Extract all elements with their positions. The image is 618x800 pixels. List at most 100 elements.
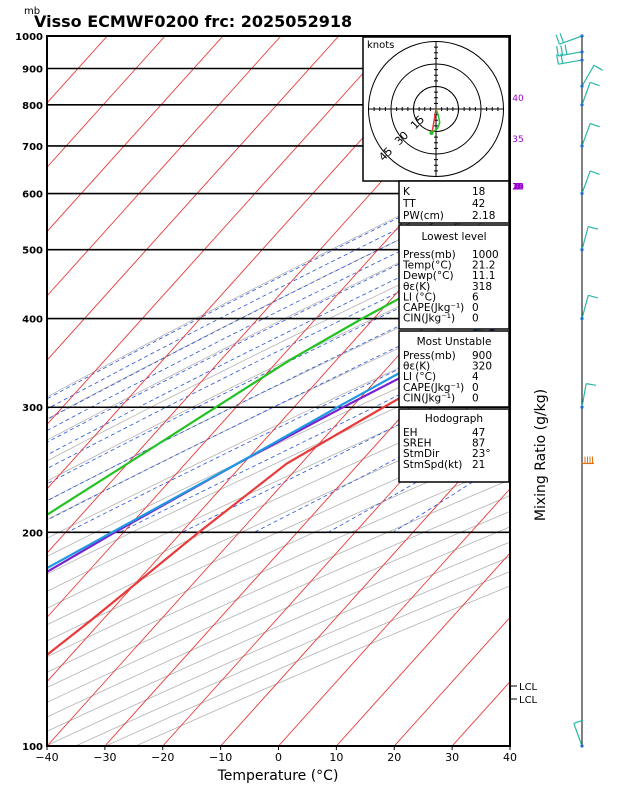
pressure-tick-label: 900: [22, 64, 43, 75]
lowest-level-box: [398, 224, 510, 330]
indices-panel: K 18 TT 42 PW(cm) 2.18: [398, 180, 510, 224]
curves-clip: [47, 240, 510, 657]
pressure-tick-label: 500: [22, 246, 43, 257]
dry-adiabat: [47, 316, 510, 539]
dewpoint-curve: [47, 240, 510, 517]
param-value: 47: [472, 427, 485, 439]
pw-label: PW(cm): [403, 210, 444, 222]
moist-adiabat: [47, 238, 510, 470]
temperature-axis: −40 −30 −20 −10 0 10 20 30 40: [35, 746, 517, 764]
param-label: θε(K): [403, 281, 430, 293]
hodograph-trace: [431, 108, 441, 134]
lcl-label: LCL: [519, 695, 538, 706]
wind-barb-shaft: [558, 51, 583, 57]
mixing-ratio-label: 35: [512, 135, 523, 145]
wind-barb-flag: [586, 383, 597, 386]
lcl-label: LCL: [519, 682, 538, 693]
isotherm: [393, 616, 510, 746]
param-label: Temp(°C): [402, 260, 452, 272]
tt-index-label: TT: [402, 198, 416, 210]
wind-barb-flag: [590, 122, 600, 128]
wind-barb-shaft: [573, 723, 583, 747]
temperature-tick-label: 0: [275, 751, 282, 764]
profile-curves: [47, 240, 510, 657]
param-value: 11.1: [472, 270, 495, 282]
isotherm: [220, 423, 510, 746]
wind-barb-base: [580, 191, 584, 196]
isotherm: [509, 745, 510, 746]
wind-barb-base: [580, 103, 584, 107]
wind-barb-shaft: [558, 59, 583, 65]
temperature-curve: [47, 334, 510, 657]
param-value: 4: [472, 371, 479, 383]
pressure-unit-label: mb: [24, 6, 40, 17]
pressure-tick-label: 800: [22, 101, 43, 112]
param-value: 1000: [472, 249, 499, 261]
param-value: 6: [472, 291, 479, 303]
wind-barb-shaft: [581, 82, 591, 106]
isotherm: [568, 36, 618, 746]
param-value: 320: [472, 361, 492, 373]
param-label: Press(mb): [403, 249, 456, 261]
param-value: 21: [472, 459, 485, 471]
mixing-ratio-label: 20: [512, 183, 524, 193]
mixing-ratio-label: 8: [515, 183, 521, 193]
param-label: CAPE(Jkg⁻¹): [403, 302, 464, 314]
param-label: LI (°C): [403, 291, 436, 303]
wind-barb-flag: [556, 46, 559, 57]
param-value: 21.2: [472, 260, 495, 272]
dry-adiabat: [47, 411, 510, 626]
dry-adiabat: [47, 393, 510, 609]
indices-box: [398, 180, 510, 224]
isotherm: [278, 488, 510, 746]
isotherm: [47, 166, 510, 683]
isotherm: [47, 36, 166, 168]
temperature-tick-label: −30: [93, 751, 116, 764]
most-unstable-rows: Press(mb) 900 θε(K) 320 LI (°C) 4 CAPE(Jkg⁻¹) 0…: [403, 350, 492, 404]
wind-barb-flag: [564, 44, 568, 55]
pressure-tick-label: 700: [22, 142, 43, 153]
param-value: 318: [472, 281, 492, 293]
moist-adiabat: [47, 291, 510, 521]
tt-index-value: 42: [472, 198, 485, 210]
param-value: 900: [472, 350, 492, 362]
param-value: 23°: [472, 448, 491, 460]
mixing-ratio-label: 14: [512, 183, 524, 193]
mixing-ratio-axis-title: Mixing Ratio (g/kg): [533, 389, 549, 521]
x-axis-title: Temperature (°C): [217, 768, 339, 784]
wind-barb-base: [580, 84, 584, 88]
mixing-ratio-label: 2: [515, 183, 521, 193]
hodograph-end: [429, 131, 434, 135]
diagram-grid: [47, 36, 618, 746]
mixing-ratio-label: 3: [515, 183, 521, 193]
storm-motion-vector: [431, 108, 437, 134]
param-label: Press(mb): [403, 350, 456, 362]
mixing-ratio-label: 18: [512, 183, 524, 193]
param-label: StmSpd(kt): [403, 459, 462, 471]
wind-barb-flag: [559, 33, 565, 43]
temperature-tick-label: 10: [329, 751, 343, 764]
mixing-ratio-label: 1: [515, 183, 521, 193]
temperature-tick-label: 30: [445, 751, 459, 764]
wind-barb-base: [580, 144, 584, 148]
param-label: EH: [403, 427, 418, 439]
dry-adiabat: [47, 356, 510, 575]
pressure-tick-label: 100: [22, 742, 43, 753]
wind-barb-flag: [588, 225, 599, 230]
wind-barb-shaft: [581, 170, 591, 194]
mixing-ratio-label: 25: [512, 183, 523, 193]
wind-barb-base: [580, 316, 584, 321]
hodograph-params-rows: EH 47 SREH 87 StmDir 23° StmSpd(kt) 21: [403, 427, 491, 471]
wind-barb-base: [580, 34, 584, 38]
isotherm: [47, 36, 224, 233]
lowest-level-heading: Lowest level: [421, 231, 486, 243]
most-unstable-box: [398, 330, 510, 408]
wind-barb-shaft: [581, 383, 587, 408]
dry-adiabat: [47, 254, 510, 482]
temperature-tick-label: −20: [151, 751, 174, 764]
wind-barb-base: [580, 248, 584, 252]
param-label: LI (°C): [403, 371, 436, 383]
param-label: SREH: [403, 438, 432, 450]
